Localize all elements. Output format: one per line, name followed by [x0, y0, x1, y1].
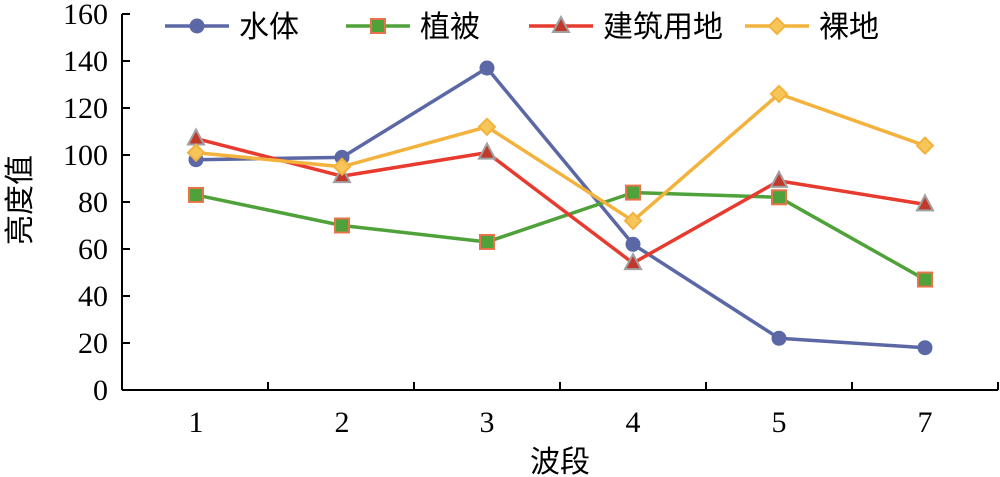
- y-axis-title: 亮度值: [3, 155, 38, 245]
- legend-marker: [551, 14, 571, 33]
- legend-label: 建筑用地: [603, 10, 723, 45]
- x-tick-label: 3: [480, 406, 495, 439]
- data-point: [623, 211, 643, 231]
- series-line: [195, 92, 926, 223]
- y-tick-label: 100: [63, 139, 108, 172]
- y-axis-ticks: 0 20 40 60 80 100 120 140 160: [63, 0, 130, 407]
- chart-axes: [121, 14, 998, 391]
- x-tick-label: 7: [918, 406, 933, 439]
- y-tick-label: 120: [63, 92, 108, 125]
- series-2: [188, 184, 933, 288]
- x-tick-label: 1: [189, 406, 204, 439]
- x-tick-label: 4: [626, 406, 641, 439]
- data-point: [917, 340, 933, 356]
- data-point: [769, 84, 789, 104]
- legend: 水体 植被 建筑用地 裸地: [165, 10, 879, 45]
- data-point: [334, 217, 350, 234]
- data-point: [623, 251, 643, 271]
- y-tick-label: 160: [63, 0, 108, 31]
- data-point: [917, 271, 933, 288]
- data-point: [477, 117, 497, 137]
- x-axis-ticks: 1 2 3 4 5 7: [189, 382, 999, 439]
- data-point: [477, 141, 497, 160]
- y-tick-label: 40: [78, 280, 108, 313]
- data-point: [771, 189, 787, 206]
- data-point: [625, 236, 641, 252]
- data-point: [188, 186, 204, 203]
- data-point: [769, 169, 789, 188]
- data-point: [625, 184, 641, 201]
- y-tick-label: 0: [93, 374, 108, 407]
- data-point: [479, 60, 495, 76]
- series-layer: [186, 60, 935, 356]
- x-axis-title: 波段: [530, 445, 590, 477]
- data-point: [915, 193, 935, 212]
- x-tick-label: 2: [335, 406, 350, 439]
- legend-item: 植被: [346, 10, 480, 45]
- x-tick-label: 5: [772, 406, 787, 439]
- y-tick-label: 140: [63, 45, 108, 78]
- y-tick-label: 80: [78, 186, 108, 219]
- series-3: [186, 127, 935, 271]
- legend-label: 水体: [239, 10, 299, 45]
- legend-marker: [370, 18, 386, 34]
- data-point: [771, 330, 787, 346]
- data-point: [186, 143, 206, 163]
- data-point: [186, 127, 206, 146]
- legend-marker: [767, 16, 787, 36]
- legend-label: 裸地: [819, 10, 879, 45]
- legend-item: 水体: [165, 10, 299, 45]
- series-line: [195, 136, 926, 265]
- data-point: [332, 157, 352, 177]
- legend-item: 建筑用地: [529, 10, 723, 45]
- legend-marker: [189, 18, 205, 34]
- series-4: [186, 84, 935, 231]
- series-line: [195, 66, 926, 350]
- data-point: [915, 136, 935, 156]
- y-tick-label: 60: [78, 233, 108, 266]
- y-tick-label: 20: [78, 327, 108, 360]
- data-point: [479, 233, 495, 250]
- series-line: [195, 190, 926, 282]
- legend-label: 植被: [420, 10, 480, 45]
- legend-item: 裸地: [745, 10, 879, 45]
